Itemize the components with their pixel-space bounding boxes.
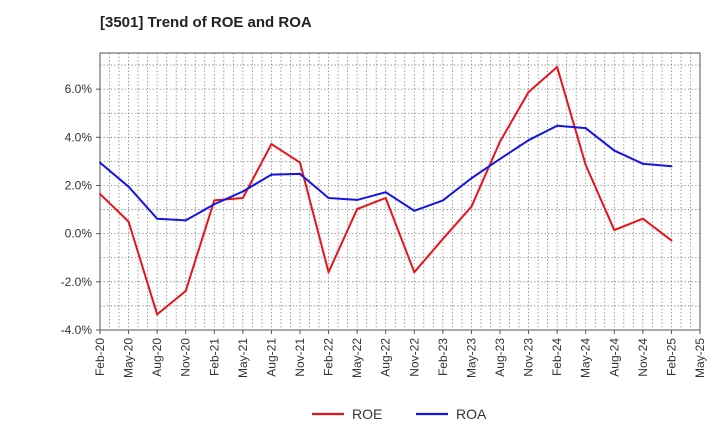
x-tick-label: Aug-24	[607, 338, 621, 377]
y-tick-label: 0.0%	[65, 227, 93, 241]
data-point-roe	[470, 205, 473, 208]
data-point-roa	[413, 209, 416, 212]
data-point-roe	[527, 91, 530, 94]
x-tick-label: Feb-21	[207, 338, 221, 376]
data-point-roe	[499, 140, 501, 143]
data-point-roa	[156, 217, 159, 220]
data-point-roa	[127, 185, 130, 188]
data-point-roe	[384, 197, 387, 200]
x-tick-label: Nov-23	[522, 338, 536, 377]
x-tick-label: Aug-20	[150, 338, 164, 377]
x-tick-label: May-24	[579, 338, 593, 378]
data-point-roa	[99, 161, 101, 164]
x-tick-label: Feb-20	[93, 338, 107, 376]
data-point-roa	[213, 203, 216, 206]
x-tick-label: Aug-21	[264, 338, 278, 377]
x-tick-label: Aug-22	[379, 338, 393, 377]
data-point-roe	[413, 271, 416, 274]
data-point-roa	[327, 197, 330, 200]
x-tick-label: Feb-22	[322, 338, 336, 376]
data-point-roa	[384, 191, 387, 194]
x-tick-label: Nov-20	[179, 338, 193, 377]
y-tick-label: 6.0%	[65, 82, 93, 96]
y-tick-label: 4.0%	[65, 130, 93, 144]
data-point-roe	[613, 229, 616, 232]
data-point-roa	[299, 172, 301, 175]
x-tick-label: Feb-24	[550, 338, 564, 376]
x-tick-label: Aug-23	[493, 338, 507, 377]
data-point-roe	[99, 192, 101, 195]
data-point-roa	[270, 173, 273, 176]
x-tick-label: May-25	[693, 338, 707, 378]
data-point-roe	[584, 164, 587, 167]
data-point-roe	[556, 65, 559, 68]
x-tick-label: May-20	[122, 338, 136, 378]
data-point-roe	[356, 208, 359, 211]
data-point-roa	[527, 139, 530, 142]
data-point-roa	[670, 165, 673, 168]
data-point-roe	[270, 143, 273, 146]
legend-label-roa: ROA	[456, 406, 487, 422]
plot-border	[99, 52, 701, 331]
data-point-roe	[641, 217, 644, 220]
data-point-roa	[584, 127, 587, 130]
data-point-roe	[670, 239, 673, 242]
data-point-roe	[127, 220, 130, 223]
x-tick-label: Nov-22	[407, 338, 421, 377]
data-point-roa	[470, 177, 473, 180]
x-tick-label: Nov-21	[293, 338, 307, 377]
x-tick-label: May-23	[464, 338, 478, 378]
data-point-roe	[156, 313, 159, 316]
data-point-roa	[613, 149, 616, 152]
x-tick-label: May-21	[236, 338, 250, 378]
data-point-roe	[441, 237, 444, 240]
data-point-roa	[241, 190, 244, 193]
legend-label-roe: ROE	[352, 406, 382, 422]
x-tick-label: May-22	[350, 338, 364, 378]
data-point-roe	[241, 197, 244, 200]
y-tick-label: -2.0%	[61, 275, 93, 289]
data-point-roe	[327, 271, 330, 274]
x-tick-label: Feb-25	[664, 338, 678, 376]
data-point-roe	[213, 199, 216, 202]
x-tick-label: Feb-23	[436, 338, 450, 376]
data-point-roa	[499, 157, 501, 160]
x-tick-label: Nov-24	[636, 338, 650, 377]
data-point-roa	[356, 198, 359, 201]
data-point-roe	[299, 161, 301, 164]
data-point-roa	[184, 219, 187, 222]
data-point-roa	[441, 199, 444, 202]
data-point-roe	[184, 289, 187, 292]
data-point-roa	[556, 124, 559, 127]
chart-title: [3501] Trend of ROE and ROA	[100, 14, 312, 31]
y-tick-label: 2.0%	[65, 178, 93, 192]
plot-area	[100, 53, 700, 330]
data-point-roa	[641, 162, 644, 165]
y-tick-label: -4.0%	[61, 323, 93, 337]
